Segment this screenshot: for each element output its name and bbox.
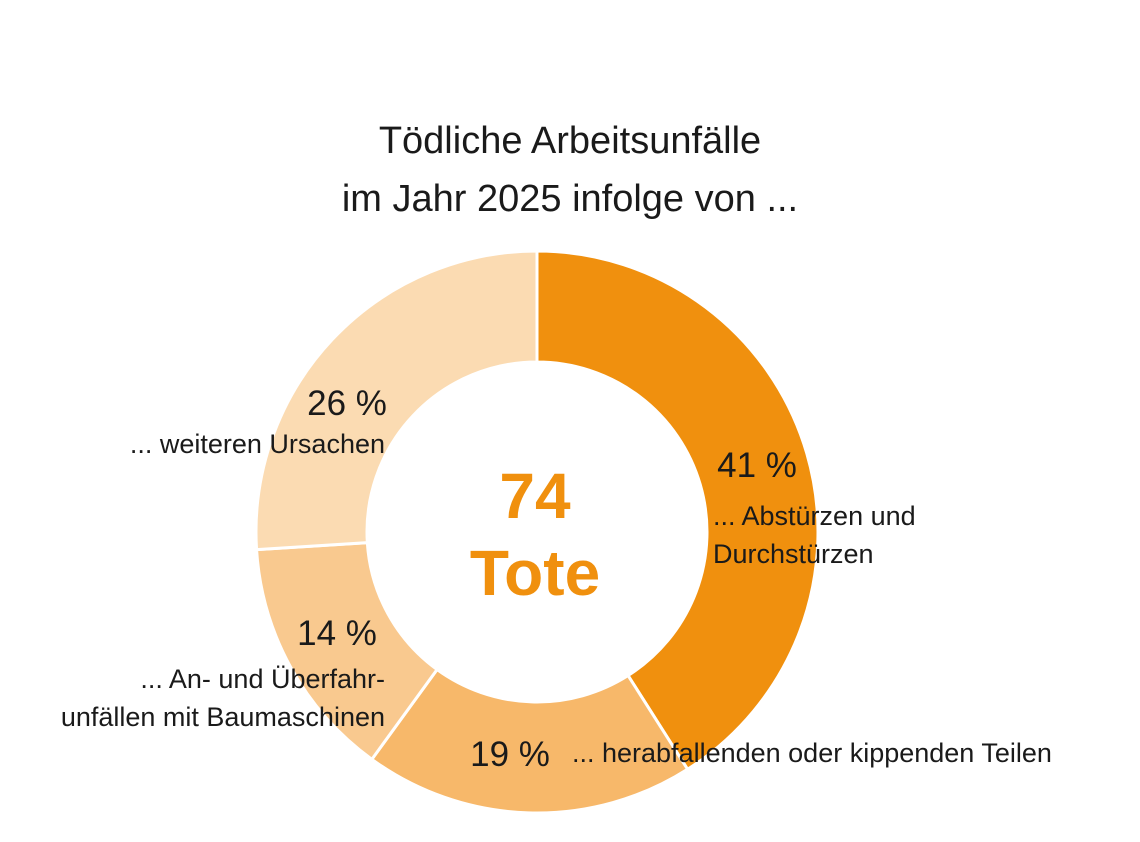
center-total-value: 74 <box>499 460 571 532</box>
chart-title: Tödliche Arbeitsunfälle im Jahr 2025 inf… <box>0 112 1140 228</box>
chart-title-line-2: im Jahr 2025 infolge von ... <box>341 178 799 220</box>
slice-category-label-1: ... Abstürzen und <box>713 501 916 531</box>
slice-labels: 41 % ... Abstürzen und Durchstürzen 19 %...… <box>61 384 1052 774</box>
donut-slice-4 <box>254 249 539 552</box>
donut-slice-1 <box>535 249 820 772</box>
chart-title-line-1: Tödliche Arbeitsunfälle <box>378 120 762 162</box>
slice-category-label-2: ... herabfallenden oder kippenden Teilen <box>572 738 1052 768</box>
center-total-unit: Tote <box>470 537 600 609</box>
slice-category-label-4: ... weiteren Ursachen <box>130 429 385 459</box>
slice-category-label-3: ... An- und Überfahr- <box>140 664 385 694</box>
slice-percent-label-1: 41 % <box>717 446 797 485</box>
slice-percent-label-2: 19 % <box>470 735 550 774</box>
donut-slices <box>254 249 820 815</box>
slice-percent-label-3: 14 % <box>297 614 377 653</box>
donut-slice-2 <box>369 667 690 815</box>
slice-percent-label-4: 26 % <box>307 384 387 423</box>
slice-category-label-1: Durchstürzen <box>713 539 874 569</box>
slice-category-label-3: unfällen mit Baumaschinen <box>61 702 385 732</box>
